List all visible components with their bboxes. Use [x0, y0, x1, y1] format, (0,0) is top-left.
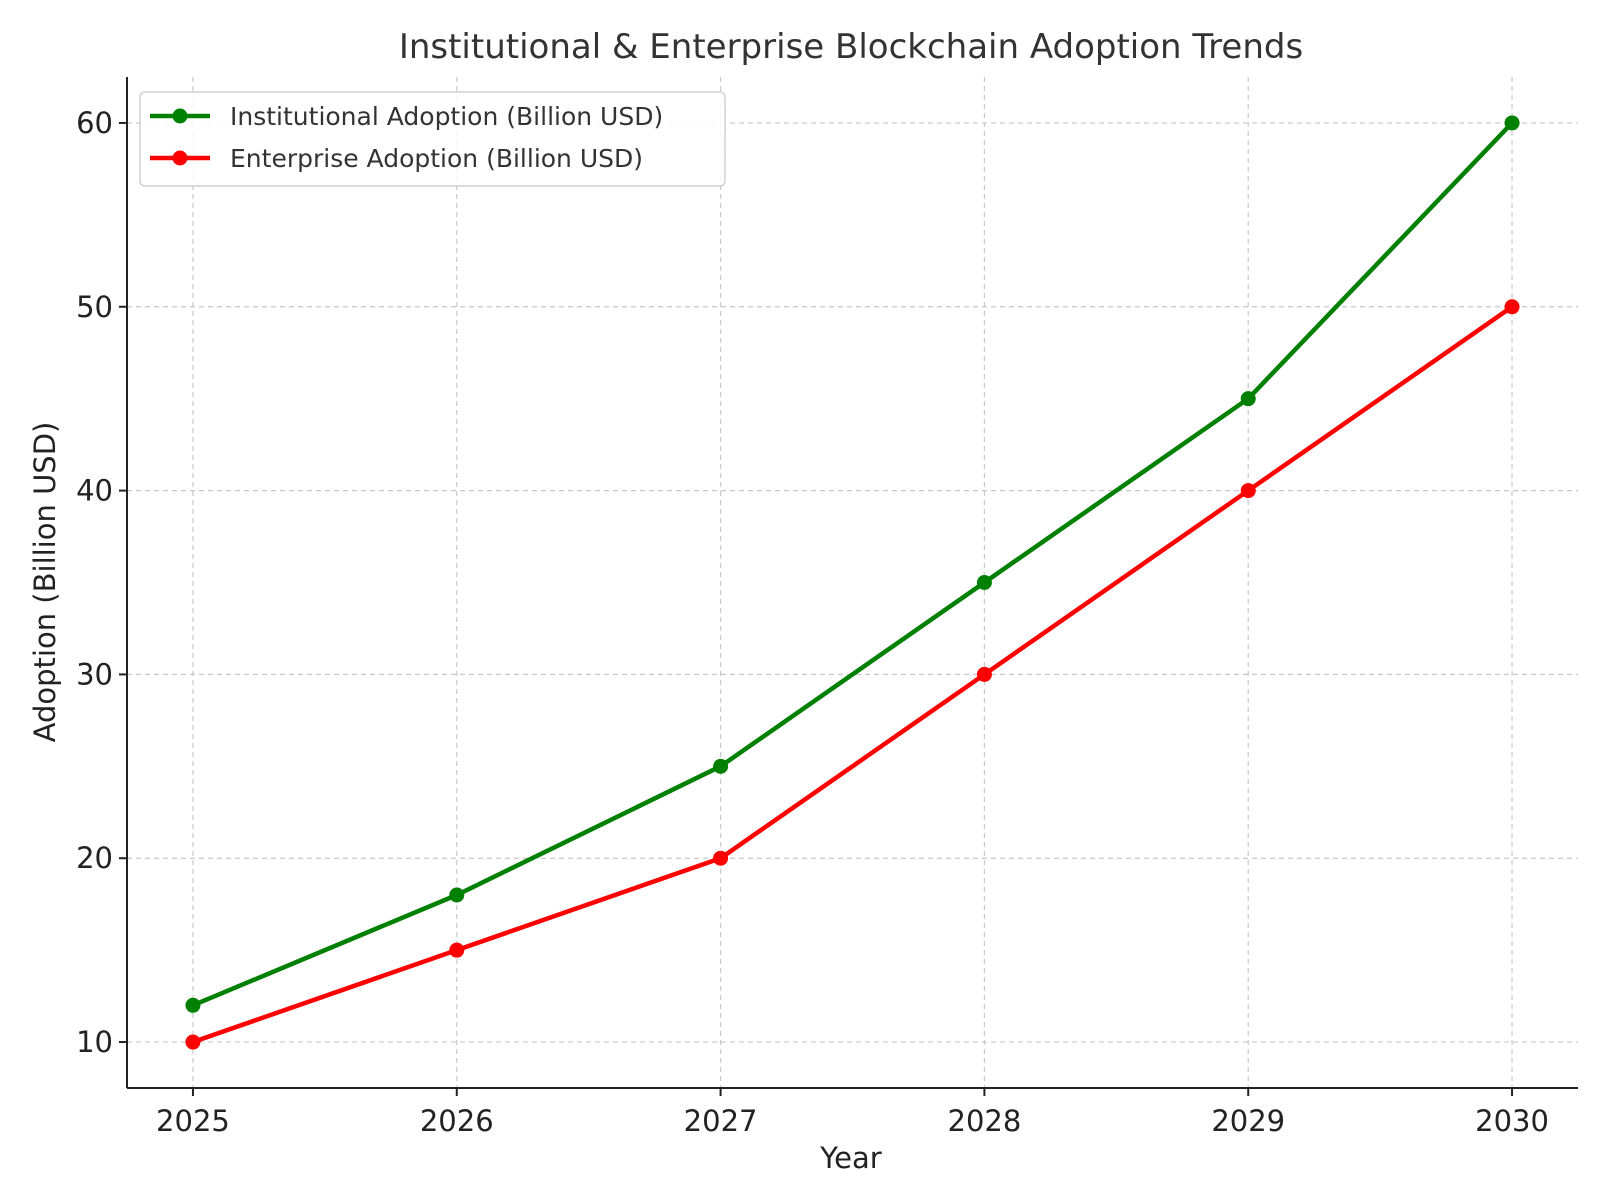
y-tick-label: 50	[76, 290, 113, 324]
series-line	[192, 304, 1514, 1045]
y-tick-label: 10	[76, 1025, 113, 1059]
y-tick-label: 30	[76, 657, 113, 691]
x-tick-label: 2025	[156, 1104, 230, 1138]
data-point	[1504, 299, 1520, 315]
x-tick-label: 2026	[420, 1104, 494, 1138]
data-point	[449, 887, 465, 903]
legend-box	[139, 91, 726, 187]
data-point	[1240, 391, 1256, 407]
data-point	[976, 575, 992, 590]
x-tick-label: 2027	[684, 1104, 758, 1138]
legend: Institutional Adoption (Billion USD) Ente…	[139, 91, 726, 187]
grid-layer	[127, 77, 1578, 1088]
data-point	[185, 1034, 201, 1050]
legend-marker	[172, 150, 188, 166]
series-line	[192, 121, 1514, 1008]
data-point	[1504, 115, 1520, 131]
data-point	[976, 666, 992, 682]
y-tick-label: 40	[76, 474, 113, 508]
data-point	[1240, 483, 1256, 499]
chart-title: Institutional & Enterprise Blockchain Ad…	[399, 27, 1303, 67]
x-tick-label: 2029	[1211, 1104, 1285, 1138]
data-point	[185, 997, 201, 1013]
legend-marker	[172, 108, 188, 124]
x-axis-label: Year	[819, 1141, 881, 1175]
legend-label: Institutional Adoption (Billion USD)	[230, 102, 663, 131]
series-layer	[185, 115, 1520, 1050]
y-tick-label: 20	[76, 841, 113, 875]
x-tick-label: 2028	[948, 1104, 1022, 1138]
x-tick-label: 2030	[1475, 1104, 1549, 1138]
y-tick-label: 60	[76, 106, 113, 140]
y-axis-label: Adoption (Billion USD)	[28, 422, 62, 743]
legend-label: Enterprise Adoption (Billion USD)	[230, 144, 643, 173]
data-point	[449, 942, 465, 958]
data-point	[713, 758, 729, 774]
data-point	[713, 850, 729, 866]
